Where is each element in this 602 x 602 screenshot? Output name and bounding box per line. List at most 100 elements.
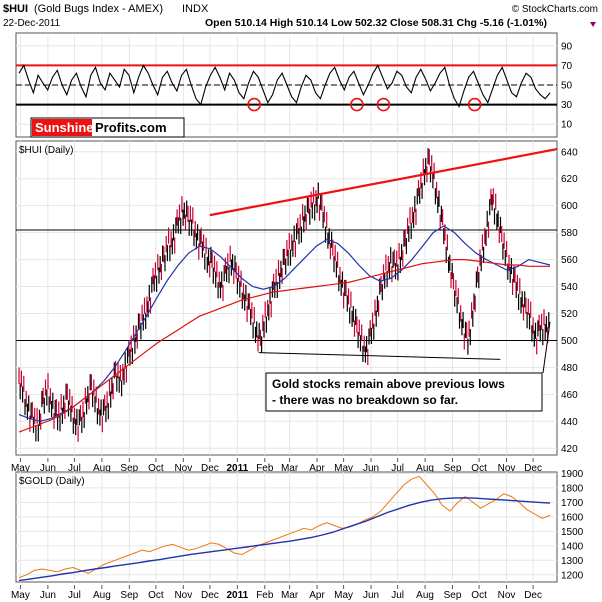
- month-label: Jul: [391, 463, 404, 474]
- rsi-low-markers: [247, 97, 482, 112]
- y-tick-label: 1700: [561, 498, 584, 509]
- gold-panel-title: $GOLD (Daily): [19, 476, 85, 487]
- month-label: Nov: [498, 590, 516, 601]
- month-label: Jun: [363, 590, 379, 601]
- rsi-low-circle: [376, 97, 391, 112]
- month-label: Oct: [148, 463, 164, 474]
- month-label: Sep: [444, 463, 462, 474]
- y-tick-label: 1400: [561, 541, 584, 552]
- month-label: Sep: [444, 590, 462, 601]
- month-label: Apr: [309, 463, 325, 474]
- month-label: Aug: [93, 590, 111, 601]
- gold-grid: [16, 472, 557, 582]
- month-label: Oct: [471, 463, 487, 474]
- annotation-line1: Gold stocks remain above previous lows: [272, 377, 505, 391]
- y-tick-label: 420: [561, 444, 578, 455]
- month-label: 2011: [227, 590, 249, 601]
- hui-200-day-ma: [18, 259, 550, 433]
- y-tick-label: 1500: [561, 527, 584, 538]
- month-label: Oct: [148, 590, 164, 601]
- y-tick-label: 440: [561, 417, 578, 428]
- month-label: Mar: [281, 463, 299, 474]
- month-label: Dec: [201, 590, 219, 601]
- gold-panel: [15, 471, 558, 583]
- hui-month-axis: May Jun Jul Aug Sep Oct Nov Dec 2011 Feb Mar Apr May…: [11, 458, 542, 474]
- y-tick-label: 10: [561, 120, 573, 131]
- rsi-axis: 10 30 50 70 90: [561, 41, 573, 130]
- y-tick-label: 1900: [561, 469, 584, 480]
- chart-name: (Gold Bugs Index - AMEX): [34, 3, 163, 15]
- resistance-trendline: [209, 148, 558, 217]
- y-tick-label: 480: [561, 363, 578, 374]
- month-label: Sep: [120, 463, 138, 474]
- month-label: Sep: [120, 590, 138, 601]
- month-label: Apr: [309, 590, 325, 601]
- hui-50-day-ma: [18, 225, 551, 422]
- month-label: 2011: [227, 463, 249, 474]
- y-tick-label: 640: [561, 147, 578, 158]
- y-tick-label: 90: [561, 41, 573, 52]
- annotation-box: Gold stocks remain above previous lows -…: [265, 321, 551, 412]
- chart-date: 22-Dec-2011: [3, 18, 61, 29]
- rsi-low-circle: [350, 97, 364, 112]
- rsi-low-circle: [467, 97, 482, 112]
- chart-symbol: $HUI: [3, 3, 28, 15]
- y-tick-label: 540: [561, 282, 578, 293]
- month-label: Aug: [416, 590, 434, 601]
- y-tick-label: 620: [561, 174, 578, 185]
- y-tick-label: 560: [561, 255, 578, 266]
- month-label: Jun: [40, 463, 56, 474]
- rsi-low-circle: [247, 97, 261, 112]
- month-label: Aug: [416, 463, 434, 474]
- month-label: May: [11, 463, 30, 474]
- y-tick-label: 460: [561, 390, 578, 401]
- month-label: Jun: [363, 463, 379, 474]
- rsi-line: [18, 64, 551, 108]
- month-label: Jul: [68, 590, 81, 601]
- month-label: May: [334, 590, 353, 601]
- y-tick-label: 50: [561, 81, 573, 92]
- copyright: © StockCharts.com: [512, 4, 598, 15]
- month-label: Feb: [256, 463, 274, 474]
- month-label: Dec: [201, 463, 219, 474]
- y-tick-label: 70: [561, 61, 573, 72]
- month-label: Oct: [471, 590, 487, 601]
- annotation-line2: - there was no breakdown so far.: [272, 393, 458, 407]
- month-label: Aug: [93, 463, 111, 474]
- gold-ma-line: [18, 497, 551, 582]
- y-tick-label: 600: [561, 201, 578, 212]
- gold-month-axis: May Jun Jul Aug Sep Oct Nov Dec 2011 Feb Mar Apr May…: [11, 585, 542, 601]
- support-trendline: [258, 352, 501, 360]
- logo-text-profits: Profits.com: [95, 120, 167, 135]
- y-tick-label: 30: [561, 100, 573, 111]
- month-label: Jul: [391, 590, 404, 601]
- month-label: Dec: [524, 590, 542, 601]
- hui-price-bars: [18, 148, 550, 442]
- gold-price-line: [18, 475, 551, 579]
- month-label: Jul: [68, 463, 81, 474]
- month-label: May: [334, 463, 353, 474]
- y-tick-label: 1800: [561, 483, 584, 494]
- y-tick-label: 1600: [561, 512, 584, 523]
- month-label: Nov: [498, 463, 516, 474]
- ohlc-readout: Open 510.14 High 510.14 Low 502.32 Close…: [205, 17, 547, 29]
- logo-text-sunshine: Sunshine: [35, 120, 94, 135]
- month-label: Feb: [256, 590, 274, 601]
- sunshine-profits-logo: Sunshine Profits.com: [30, 117, 185, 138]
- y-tick-label: 1200: [561, 570, 584, 581]
- y-tick-label: 1300: [561, 556, 584, 567]
- y-tick-label: 580: [561, 228, 578, 239]
- month-label: Jun: [40, 590, 56, 601]
- gold-axis: 1200 1300 1400 1500 1600 1700 1800 1900: [561, 469, 584, 581]
- month-label: Dec: [524, 463, 542, 474]
- y-tick-label: 500: [561, 336, 578, 347]
- y-tick-label: 520: [561, 309, 578, 320]
- down-arrow-icon: [590, 22, 596, 27]
- month-label: Nov: [174, 463, 192, 474]
- month-label: May: [11, 590, 30, 601]
- chart-suffix: INDX: [182, 3, 209, 15]
- month-label: Nov: [174, 590, 192, 601]
- hui-panel-title: $HUI (Daily): [19, 145, 73, 156]
